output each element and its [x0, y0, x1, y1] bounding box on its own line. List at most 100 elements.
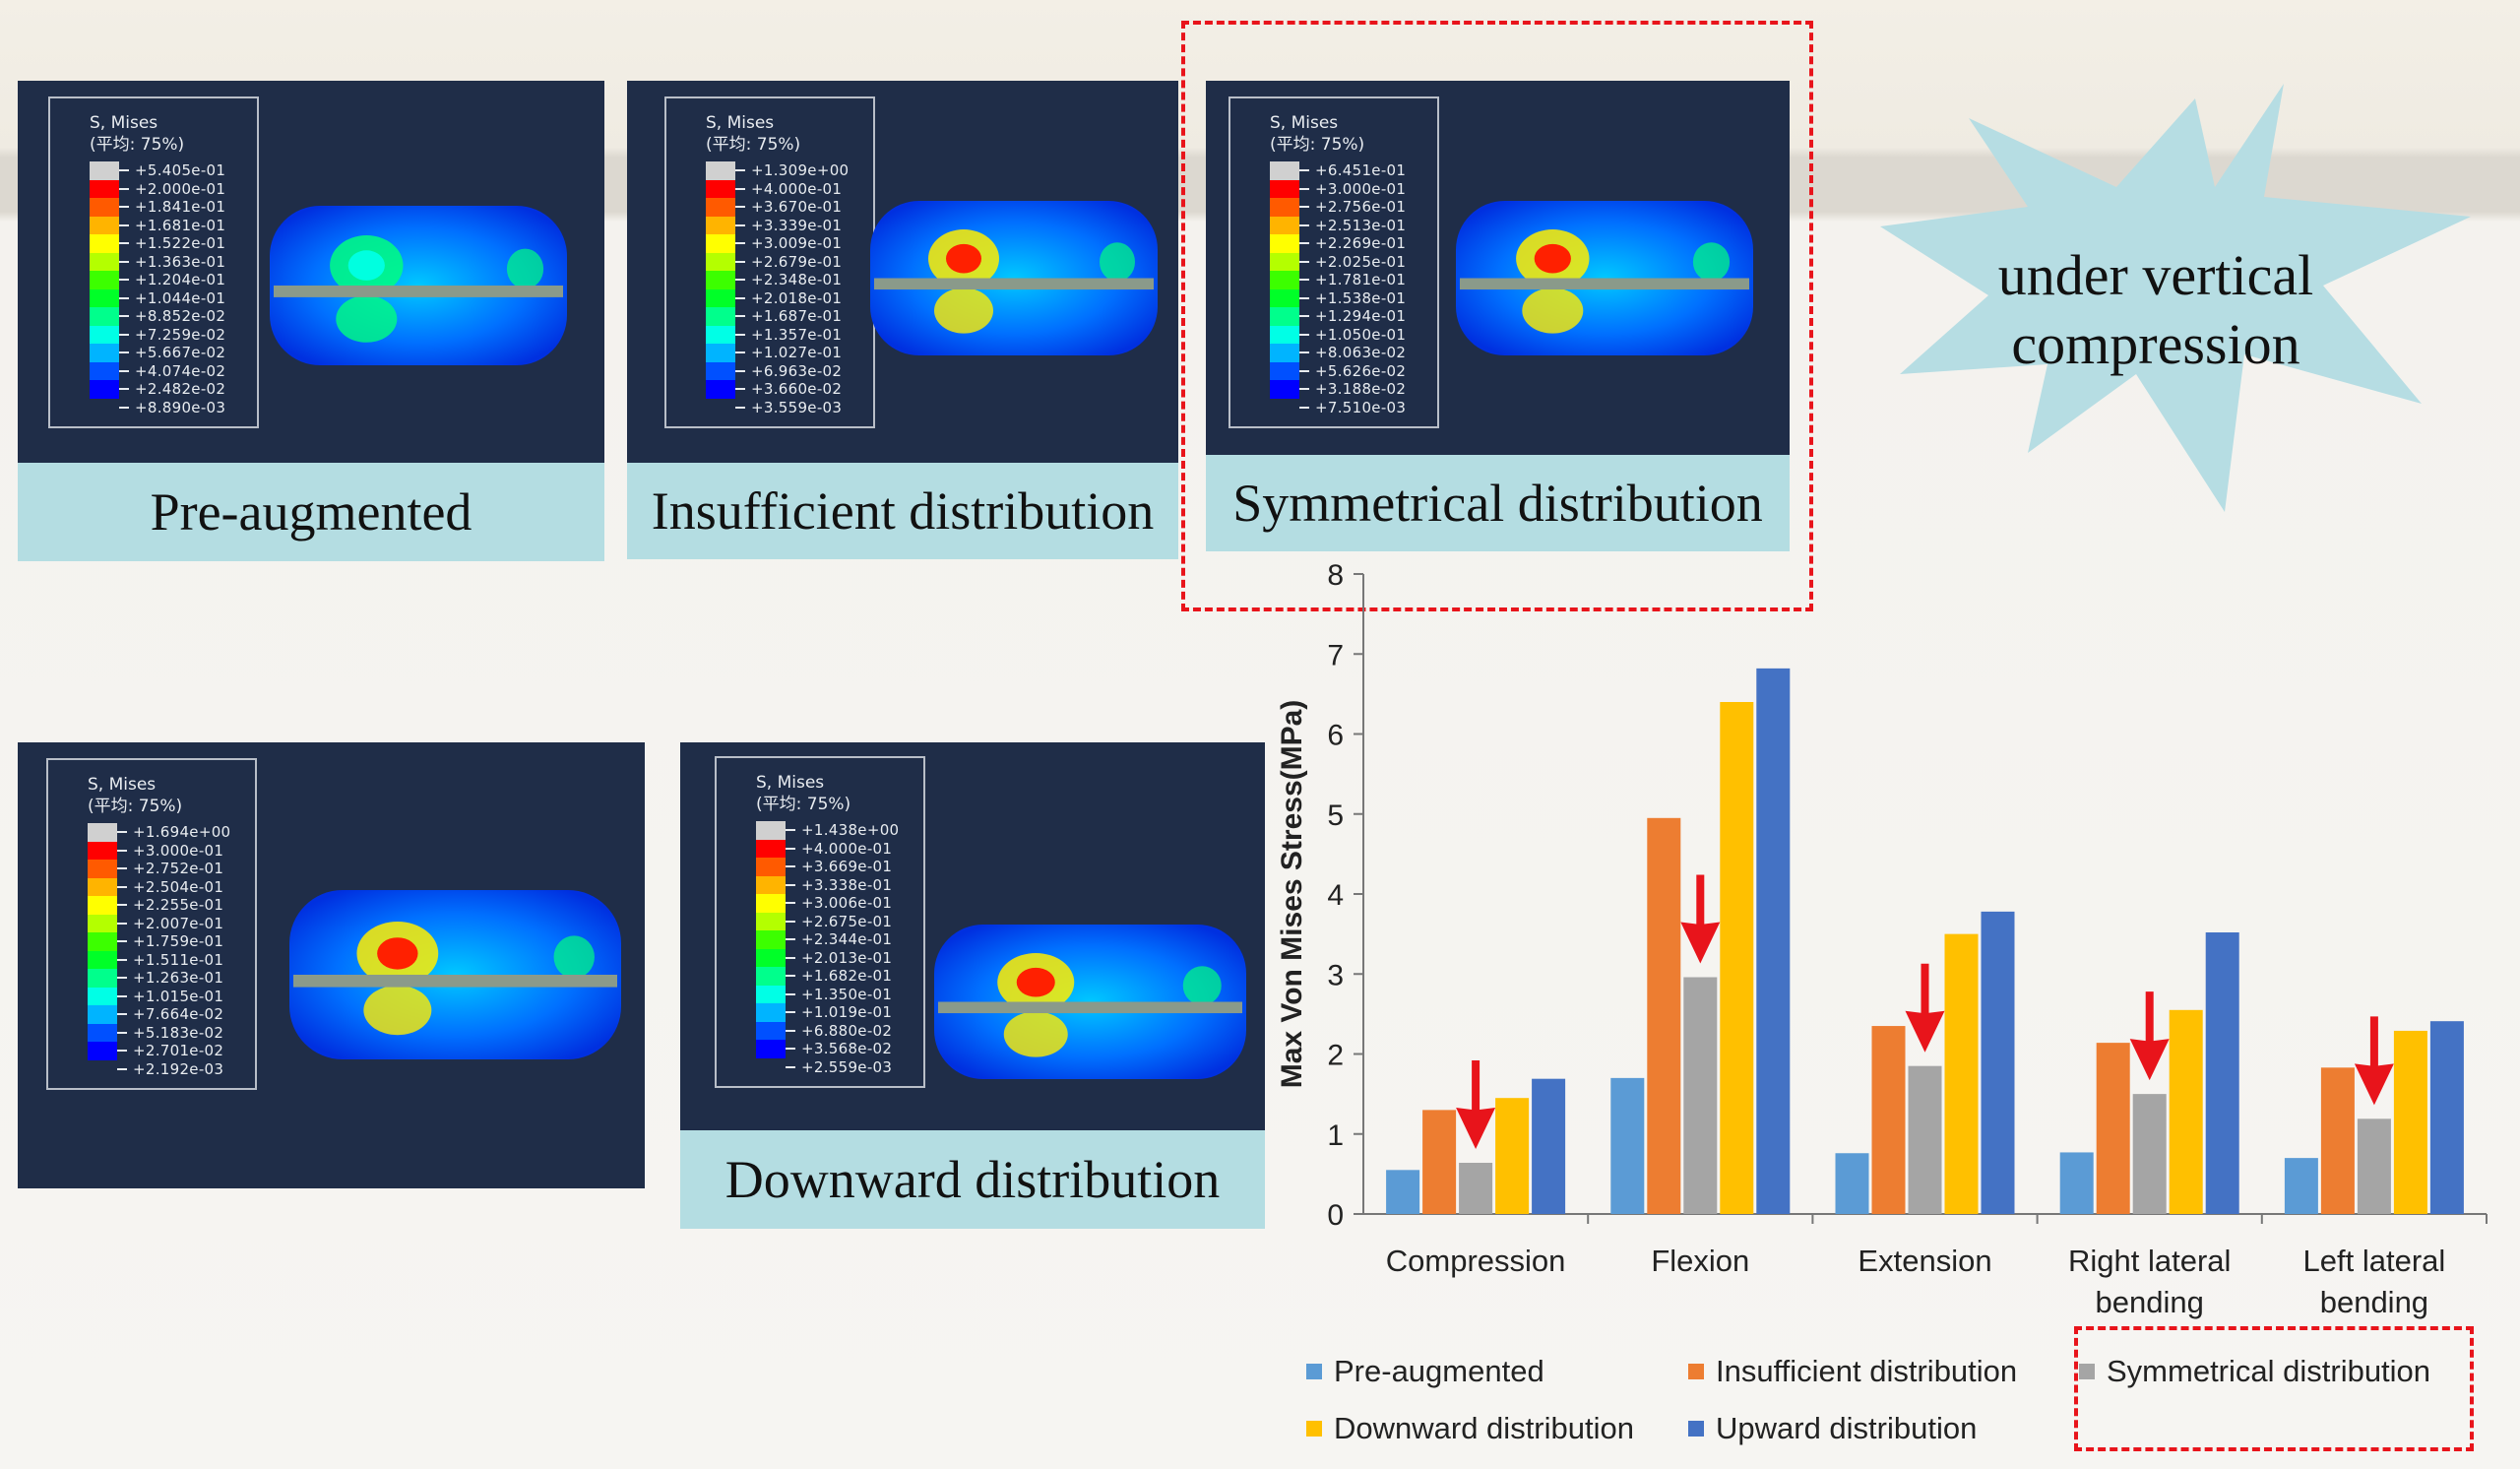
starburst-shape	[1880, 84, 2471, 512]
legend-value: +3.669e-01	[801, 858, 893, 875]
bar-symmetrical-distribution	[2132, 1094, 2167, 1214]
legend-value: +2.675e-01	[801, 912, 893, 930]
legend-tick	[119, 279, 129, 281]
y-axis-label: Max Von Mises Stress(MPa)	[1276, 700, 1308, 1089]
legend-tick	[117, 994, 127, 997]
legend-tick	[119, 242, 129, 244]
caption-downward: Downward distribution	[680, 1130, 1265, 1229]
legend-value: +2.007e-01	[133, 914, 224, 932]
legend-tick	[786, 920, 795, 923]
disc-stress-model-pre-augmented	[270, 206, 567, 365]
y-tick-label: 0	[1327, 1199, 1344, 1232]
red-down-arrow-icon	[1456, 1060, 1496, 1149]
legend-avg: (平均: 75%)	[706, 135, 801, 155]
legend-title: S, Mises	[1270, 113, 1339, 133]
contour-swatch	[756, 1003, 786, 1022]
legend-value: +1.044e-01	[135, 288, 226, 307]
red-down-arrow-icon	[1905, 963, 1945, 1053]
bar-insufficient-distribution	[2096, 1043, 2130, 1214]
contour-swatch	[90, 179, 119, 198]
contour-swatch	[88, 841, 117, 860]
legend-swatch	[1306, 1421, 1322, 1437]
legend-tick	[119, 315, 129, 317]
y-tick-label: 4	[1327, 879, 1344, 912]
contour-swatch	[706, 216, 735, 234]
contour-swatch	[88, 877, 117, 896]
bar-pre-augmented	[2059, 1152, 2094, 1214]
legend-value: +5.405e-01	[135, 161, 226, 179]
contour-swatch	[90, 325, 119, 344]
contour-swatch	[756, 912, 786, 930]
legend-tick	[735, 224, 745, 226]
contour-legend-symmetrical: S, Mises (平均: 75%) +6.451e-01 +3.000e-01 +2.…	[1228, 96, 1439, 428]
legend-tick	[117, 849, 127, 852]
legend-tick	[117, 1067, 127, 1070]
legend-title: S, Mises	[88, 775, 157, 795]
contour-swatch	[756, 1040, 786, 1058]
contour-legend-pre-augmented: S, Mises (平均: 75%) +5.405e-01 +2.000e-01 +1.…	[48, 96, 259, 428]
legend-value: +2.559e-03	[801, 1057, 893, 1076]
legend-value: +1.438e+00	[801, 821, 900, 839]
legend-value: +2.513e-01	[1315, 216, 1407, 234]
contour-swatch	[706, 325, 735, 344]
legend-title: S, Mises	[756, 773, 825, 793]
legend-value: +4.074e-02	[135, 361, 226, 380]
legend-label: Upward distribution	[1716, 1411, 1978, 1445]
contour-swatch	[88, 969, 117, 988]
legend-tick	[786, 975, 795, 977]
starburst-callout	[1880, 84, 2471, 512]
legend-value: +2.018e-01	[751, 288, 843, 307]
legend-value: +3.568e-02	[801, 1040, 893, 1057]
contour-swatch	[706, 288, 735, 307]
legend-value: +2.000e-01	[135, 179, 226, 198]
bar-downward-distribution	[2393, 1030, 2427, 1214]
chart-legend-item: Insufficient distribution	[1688, 1354, 2017, 1389]
contour-swatch	[90, 216, 119, 234]
chart-legend-item: Downward distribution	[1306, 1411, 1634, 1446]
legend-tick	[117, 977, 127, 979]
legend-tick	[119, 388, 129, 390]
legend-swatch	[2079, 1364, 2095, 1379]
y-tick-label: 6	[1327, 720, 1344, 752]
legend-value: +2.482e-02	[135, 380, 226, 398]
legend-value: +3.670e-01	[751, 198, 843, 216]
legend-tick	[119, 406, 129, 409]
legend-value: +1.682e-01	[801, 967, 893, 985]
legend-tick	[1299, 315, 1309, 317]
legend-value: +3.559e-03	[751, 398, 843, 416]
legend-tick	[117, 922, 127, 925]
contour-swatch	[1270, 325, 1299, 344]
legend-tick	[735, 315, 745, 317]
legend-value: +1.357e-01	[751, 325, 843, 344]
legend-tick	[119, 260, 129, 263]
contour-swatch	[88, 896, 117, 915]
legend-value: +7.664e-02	[133, 1005, 224, 1023]
contour-swatch	[1270, 271, 1299, 289]
legend-value: +8.852e-02	[135, 307, 226, 325]
contour-swatch	[1270, 234, 1299, 253]
legend-tick	[1299, 296, 1309, 299]
legend-tick	[117, 885, 127, 888]
legend-value: +5.667e-02	[135, 344, 226, 361]
legend-tick	[119, 187, 129, 190]
legend-tick	[735, 406, 745, 409]
contour-swatch	[706, 252, 735, 271]
x-tick-label: bending	[2320, 1285, 2428, 1319]
legend-tick	[1299, 279, 1309, 281]
y-tick-label: 3	[1327, 959, 1344, 991]
contour-swatch	[90, 307, 119, 326]
chart-legend-item: Pre-augmented	[1306, 1354, 1544, 1389]
contour-swatch	[88, 1023, 117, 1042]
legend-value: +2.348e-01	[751, 271, 843, 288]
contour-swatch	[756, 930, 786, 949]
bar-pre-augmented	[1386, 1170, 1420, 1214]
contour-swatch	[90, 252, 119, 271]
legend-value: +1.522e-01	[135, 234, 226, 252]
contour-swatch	[756, 875, 786, 894]
legend-value: +1.841e-01	[135, 198, 226, 216]
legend-tick	[117, 867, 127, 869]
y-tick-label: 5	[1327, 799, 1344, 832]
legend-value: +3.009e-01	[751, 234, 843, 252]
x-tick-label: Flexion	[1651, 1244, 1749, 1278]
x-tick-label: Right lateral	[2068, 1244, 2231, 1278]
